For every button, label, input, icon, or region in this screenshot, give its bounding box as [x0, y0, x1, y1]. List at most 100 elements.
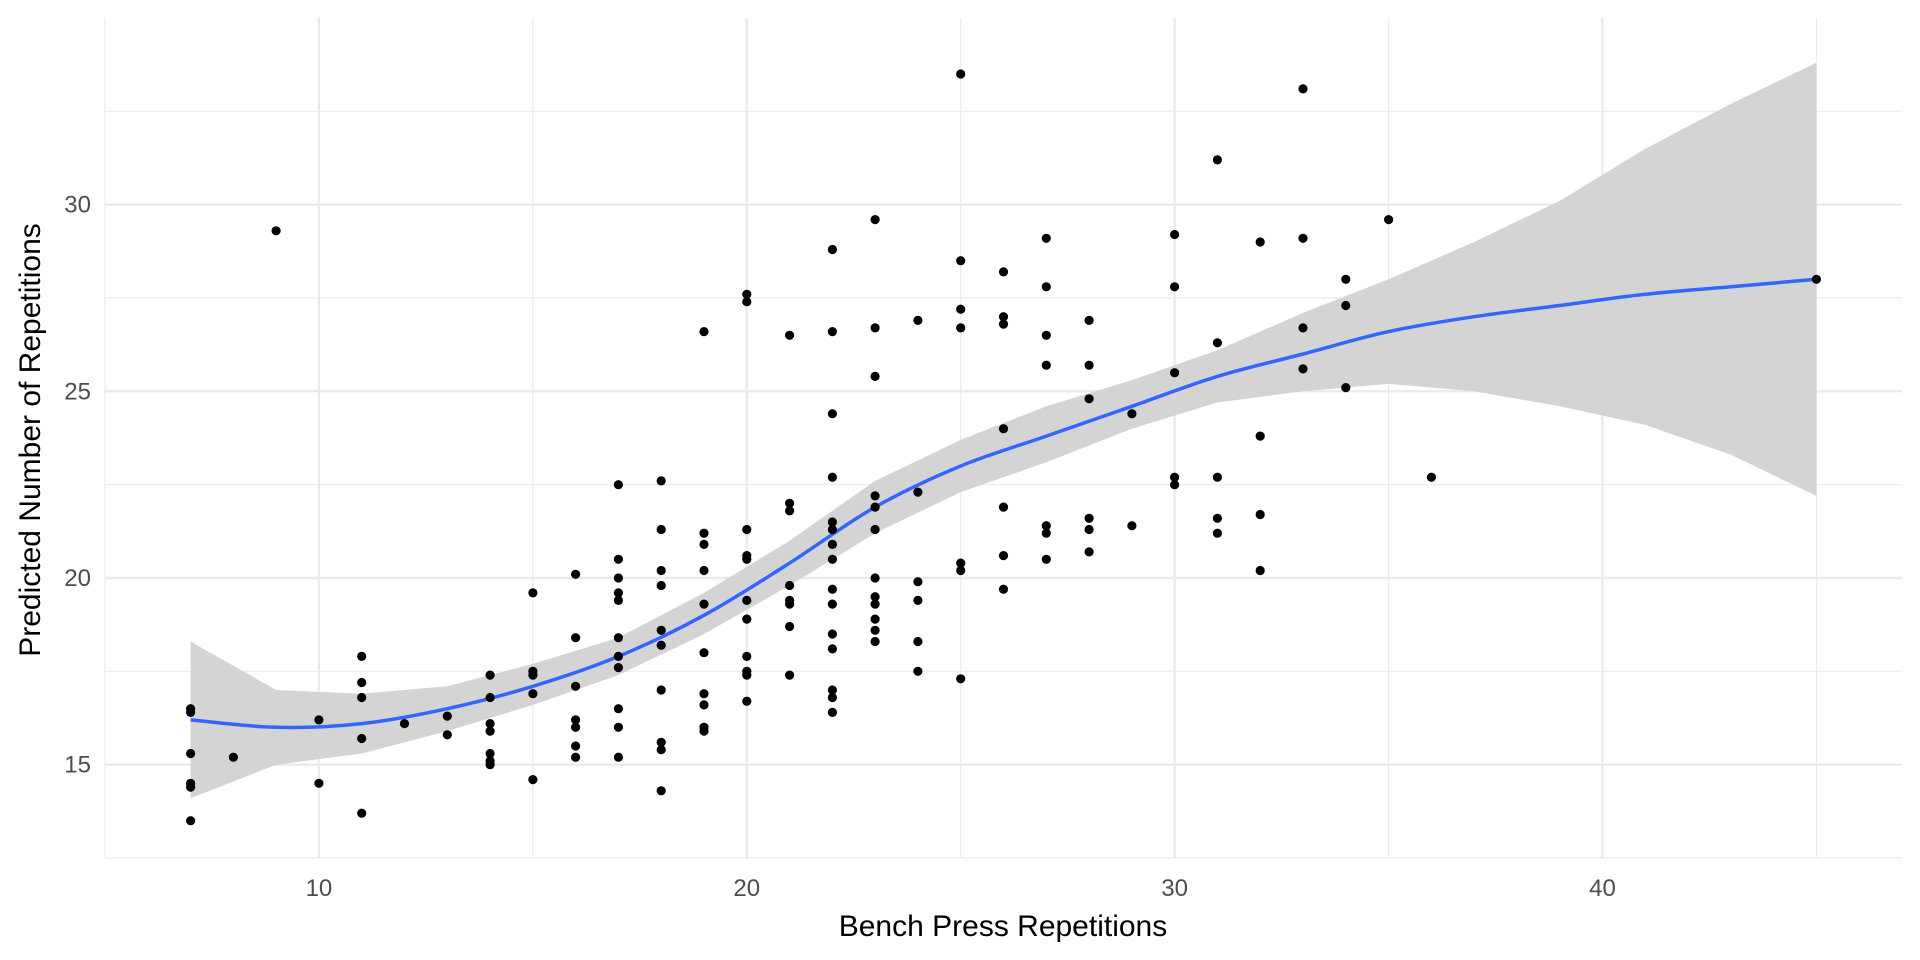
data-point [656, 685, 666, 695]
data-point [827, 629, 838, 639]
data-point [1084, 524, 1094, 535]
data-point [485, 670, 495, 680]
data-point [1384, 215, 1394, 225]
data-point [357, 808, 367, 818]
data-point [913, 636, 923, 647]
data-point [1341, 383, 1351, 393]
data-point [1084, 513, 1094, 523]
data-point [785, 580, 795, 591]
data-point [1084, 360, 1094, 370]
data-point [485, 726, 495, 736]
data-point [870, 215, 880, 225]
data-point [956, 558, 966, 568]
data-point [357, 677, 367, 688]
data-point [785, 506, 795, 516]
data-point [571, 633, 581, 643]
data-point [1170, 368, 1180, 378]
data-point [1041, 282, 1051, 292]
y-tick-label: 15 [64, 752, 91, 779]
data-point [998, 551, 1009, 561]
data-point [1170, 282, 1180, 292]
data-point [827, 599, 838, 609]
data-point [785, 599, 795, 609]
data-point [870, 599, 880, 609]
data-point [186, 782, 196, 792]
data-point [827, 554, 838, 564]
data-point [742, 595, 752, 606]
data-point [1255, 431, 1265, 441]
smooth-trend-line [190, 277, 1817, 730]
data-point [1127, 409, 1137, 419]
data-point [699, 528, 709, 538]
data-point [827, 327, 838, 337]
data-point [956, 304, 966, 314]
data-point [1341, 300, 1351, 311]
major-gridlines [105, 18, 1902, 858]
data-point [613, 633, 624, 643]
data-point [1084, 315, 1094, 325]
data-point [998, 502, 1009, 512]
data-point [357, 651, 367, 662]
data-point [442, 730, 452, 740]
data-point [1212, 513, 1222, 523]
data-point [528, 670, 538, 680]
data-point [742, 651, 752, 662]
data-point [827, 707, 838, 718]
data-point [656, 640, 666, 650]
data-point [656, 476, 666, 486]
data-point [1127, 521, 1137, 531]
data-point [913, 487, 923, 497]
data-point [956, 69, 966, 79]
data-point [656, 745, 666, 755]
data-point [485, 719, 495, 729]
data-point [1255, 509, 1265, 520]
data-point [913, 315, 923, 325]
y-tick-label: 25 [64, 378, 91, 405]
data-point [357, 733, 367, 744]
data-point [913, 595, 923, 606]
data-point [613, 722, 624, 732]
data-point [613, 573, 624, 583]
data-point [656, 625, 666, 635]
data-point [528, 689, 538, 699]
data-point [613, 651, 624, 662]
data-point [1084, 394, 1094, 404]
data-point [956, 323, 966, 333]
y-axis-ticks: 15 20 25 30 [64, 192, 91, 779]
data-point [742, 524, 752, 535]
data-point [956, 674, 966, 684]
data-point [1041, 360, 1051, 370]
data-point [571, 569, 581, 579]
data-point [827, 539, 838, 550]
x-tick-label: 10 [306, 875, 333, 902]
data-point [1298, 364, 1308, 374]
data-point [827, 517, 838, 527]
data-point [699, 700, 709, 710]
data-point [956, 256, 966, 266]
data-point [357, 692, 367, 703]
data-point [827, 244, 838, 255]
data-point [1170, 480, 1180, 490]
x-axis-ticks: 10 20 30 40 [306, 875, 1616, 902]
data-point [528, 775, 538, 785]
data-point [742, 614, 752, 624]
data-point [870, 323, 880, 333]
data-point [1255, 237, 1265, 247]
data-point [1084, 547, 1094, 557]
data-point [656, 565, 666, 576]
data-point [870, 614, 880, 624]
data-point [1298, 84, 1308, 94]
data-point [699, 599, 709, 609]
data-point [785, 330, 795, 340]
data-point [742, 297, 752, 307]
y-tick-label: 30 [64, 192, 91, 219]
data-point [186, 748, 196, 759]
data-point [870, 502, 880, 512]
data-point [1255, 565, 1265, 576]
data-point [613, 554, 624, 564]
data-point [913, 577, 923, 587]
data-point [1170, 229, 1180, 240]
data-point [186, 816, 196, 826]
data-point [314, 715, 324, 725]
